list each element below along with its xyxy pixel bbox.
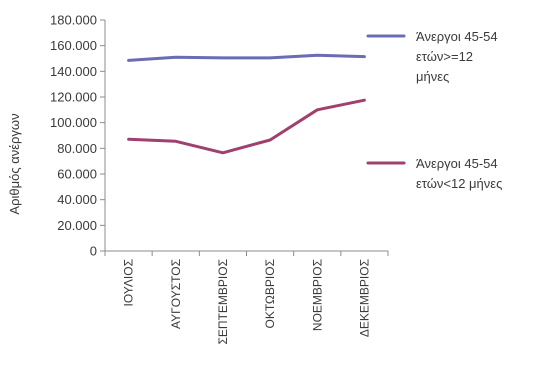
series-line-2: [127, 98, 366, 155]
legend-label: ετών>=12: [416, 49, 473, 64]
y-tick-label: 0: [90, 244, 97, 259]
y-tick-label: 40.000: [57, 192, 97, 207]
legend: Άνεργοι 45-54 ετών>=12 μήνες Άνεργοι 45-54 ε…: [366, 29, 502, 191]
y-tick-label: 180.000: [50, 13, 97, 28]
x-tick-label: ΟΚΤΩΒΡΙΟΣ: [263, 259, 277, 329]
y-axis: 0 20.000 40.000 60.000 80.000 100.000 120.000 1…: [50, 13, 106, 259]
legend-label: Άνεργοι 45-54: [416, 29, 498, 44]
y-tick-label: 20.000: [57, 218, 97, 233]
y-axis-title: Αριθμός ανέργων: [7, 113, 22, 214]
y-tick-label: 60.000: [57, 167, 97, 182]
series-lines: [127, 53, 366, 155]
y-tick-label: 120.000: [50, 90, 97, 105]
x-tick-label: ΑΥΓΟΥΣΤΟΣ: [169, 259, 183, 329]
x-tick-label: ΙΟΥΛΙΟΣ: [122, 259, 136, 307]
legend-label: ετών<12 μήνες: [416, 176, 502, 191]
y-tick-label: 160.000: [50, 38, 97, 53]
x-tick-label: ΝΟΕΜΒΡΙΟΣ: [310, 259, 324, 331]
x-tick-label: ΔΕΚΕΜΒΡΙΟΣ: [357, 259, 371, 337]
legend-label: Άνεργοι 45-54: [416, 156, 498, 171]
y-tick-label: 100.000: [50, 115, 97, 130]
x-tick-label: ΣΕΠΤΕΜΒΡΙΟΣ: [216, 259, 230, 345]
series-line-1: [127, 53, 366, 62]
y-tick-label: 80.000: [57, 141, 97, 156]
y-tick-label: 140.000: [50, 64, 97, 79]
legend-label: μήνες: [416, 69, 449, 84]
x-axis: ΙΟΥΛΙΟΣ ΑΥΓΟΥΣΤΟΣ ΣΕΠΤΕΜΒΡΙΟΣ ΟΚΤΩΒΡΙΟΣ ΝΟΕΜ…: [104, 250, 389, 345]
